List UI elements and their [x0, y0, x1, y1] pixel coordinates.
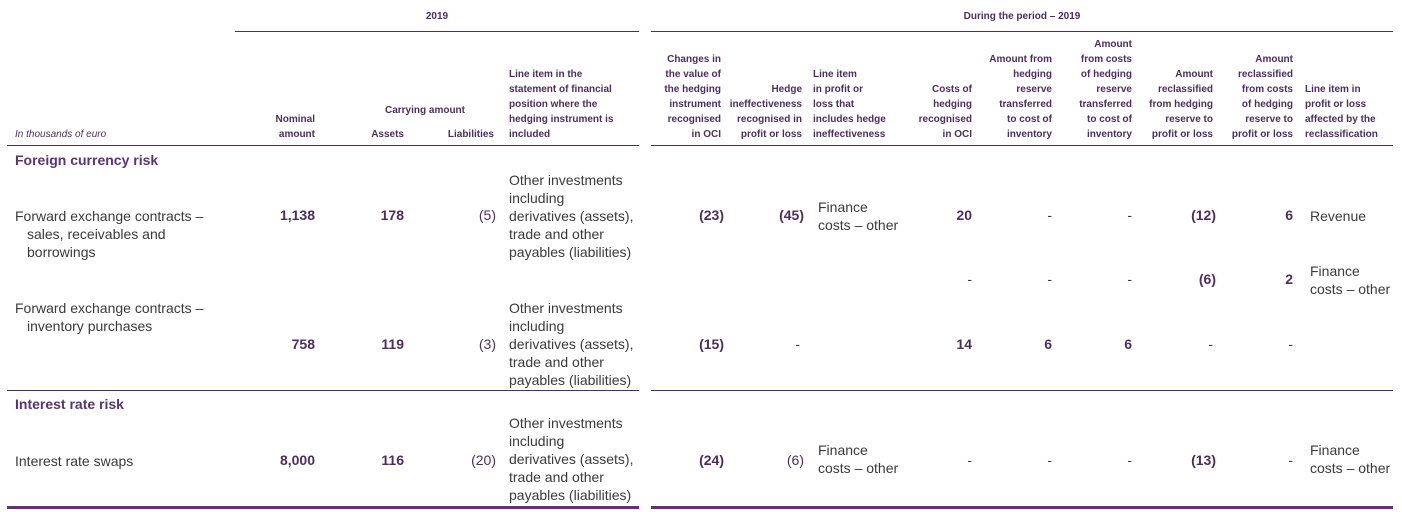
cell-amt-reserve-inventory: -: [1047, 271, 1052, 287]
col-header-line-item-pl: Line item in profit or loss that include…: [813, 69, 886, 140]
rule-group-period: [651, 31, 1393, 32]
cell-amt-reclass-reserve: (12): [1191, 207, 1216, 223]
row-label-fx-inventory: Forward exchange contracts – inventory p…: [15, 300, 204, 334]
col-header-amount-reserve-inventory: Amount from hedging reserve transferred …: [989, 54, 1052, 140]
cell-line-item-sofp: Other investments including derivatives …: [509, 300, 634, 388]
cell-costs-hedging-oci: 20: [956, 207, 972, 223]
cell-changes-oci: (24): [699, 452, 724, 468]
row-label-fx-sales: Forward exchange contracts – sales, rece…: [15, 208, 204, 260]
cell-amt-costs-inventory: 6: [1124, 336, 1132, 352]
row-label-interest-rate-swaps: Interest rate swaps: [15, 453, 134, 469]
rule-table-bottom-left: [7, 506, 639, 509]
cell-amt-reclass-reserve: -: [1208, 336, 1213, 352]
cell-amt-reserve-inventory: 6: [1044, 336, 1052, 352]
cell-amt-reclass-reserve: (13): [1191, 452, 1216, 468]
rule-table-bottom-right: [651, 506, 1393, 509]
cell-nominal: 1,138: [279, 207, 315, 223]
col-header-amount-reclass-costs: Amount reclassified from costs of hedgin…: [1231, 54, 1293, 140]
rule-header-left: [7, 145, 639, 146]
col-header-line-item-sofp: Line item in the statement of financial …: [509, 69, 614, 140]
section-title-interest-rate-risk: Interest rate risk: [15, 396, 124, 412]
cell-nominal: 758: [291, 336, 315, 352]
cell-amt-reserve-inventory: -: [1047, 452, 1052, 468]
cell-line-item-sofp: Other investments including derivatives …: [509, 415, 634, 503]
col-header-costs-hedging-oci: Costs of hedging recognised in OCI: [918, 84, 972, 140]
col-header-hedge-ineffectiveness: Hedge ineffectiveness recognised in prof…: [729, 84, 802, 140]
cell-amt-costs-inventory: -: [1127, 207, 1132, 223]
cell-amt-reclass-costs: -: [1288, 336, 1293, 352]
cell-line-item-reclass: Finance costs – other: [1310, 263, 1391, 297]
cell-liabilities: (5): [478, 207, 496, 223]
cell-amt-costs-inventory: -: [1127, 271, 1132, 287]
col-header-amount-reclass-reserve: Amount reclassified from hedging reserve…: [1149, 69, 1213, 140]
group-title-period: During the period – 2019: [963, 11, 1081, 22]
cell-changes-oci: (15): [699, 336, 724, 352]
cell-costs-hedging-oci: -: [967, 271, 972, 287]
group-title-2019: 2019: [425, 11, 449, 22]
col-header-assets: Assets: [371, 129, 404, 140]
cell-assets: 116: [381, 452, 404, 468]
col-header-amount-costs-inventory: Amount from costs of hedging reserve tra…: [1079, 39, 1132, 140]
cell-line-item-sofp: Other investments including derivatives …: [509, 172, 634, 260]
cell-changes-oci: (23): [699, 207, 724, 223]
rule-group-2019: [235, 31, 639, 32]
cell-line-item-reclass: Revenue: [1310, 208, 1367, 224]
col-header-line-item-reclass: Line item in profit or loss affected by …: [1305, 84, 1378, 140]
cell-hedge-ineff: -: [795, 336, 800, 352]
unit-label: In thousands of euro: [15, 129, 107, 140]
col-header-liabilities: Liabilities: [447, 129, 494, 140]
cell-assets: 178: [380, 207, 404, 223]
cell-costs-hedging-oci: 14: [956, 336, 972, 352]
cell-amt-reclass-costs: 6: [1285, 207, 1293, 223]
rule-section-right: [651, 390, 1393, 391]
cell-amt-reclass-costs: 2: [1285, 271, 1293, 287]
cell-amt-costs-inventory: -: [1127, 452, 1132, 468]
col-header-carrying-amount: Carrying amount: [384, 105, 465, 116]
cell-nominal: 8,000: [279, 452, 315, 468]
col-header-nominal-amount: Nominal amount: [275, 114, 315, 140]
cell-amt-reclass-reserve: (6): [1198, 271, 1216, 287]
cell-hedge-ineff: (6): [786, 452, 804, 468]
section-title-foreign-currency-risk: Foreign currency risk: [15, 152, 159, 168]
cell-amt-reclass-costs: -: [1288, 452, 1293, 468]
cell-liabilities: (20): [471, 452, 496, 468]
cell-amt-reserve-inventory: -: [1047, 207, 1052, 223]
cell-line-item-pl: Finance costs – other: [818, 199, 899, 233]
cell-line-item-pl: Finance costs – other: [818, 442, 899, 476]
cell-hedge-ineff: (45): [779, 207, 804, 223]
cell-costs-hedging-oci: -: [967, 452, 972, 468]
cell-liabilities: (3): [478, 336, 496, 352]
cell-line-item-reclass: Finance costs – other: [1310, 442, 1391, 476]
col-header-changes-oci: Changes in the value of the hedging inst…: [664, 54, 721, 140]
cell-assets: 119: [381, 336, 404, 352]
rule-header-right: [651, 145, 1393, 146]
rule-section-left: [7, 390, 639, 391]
